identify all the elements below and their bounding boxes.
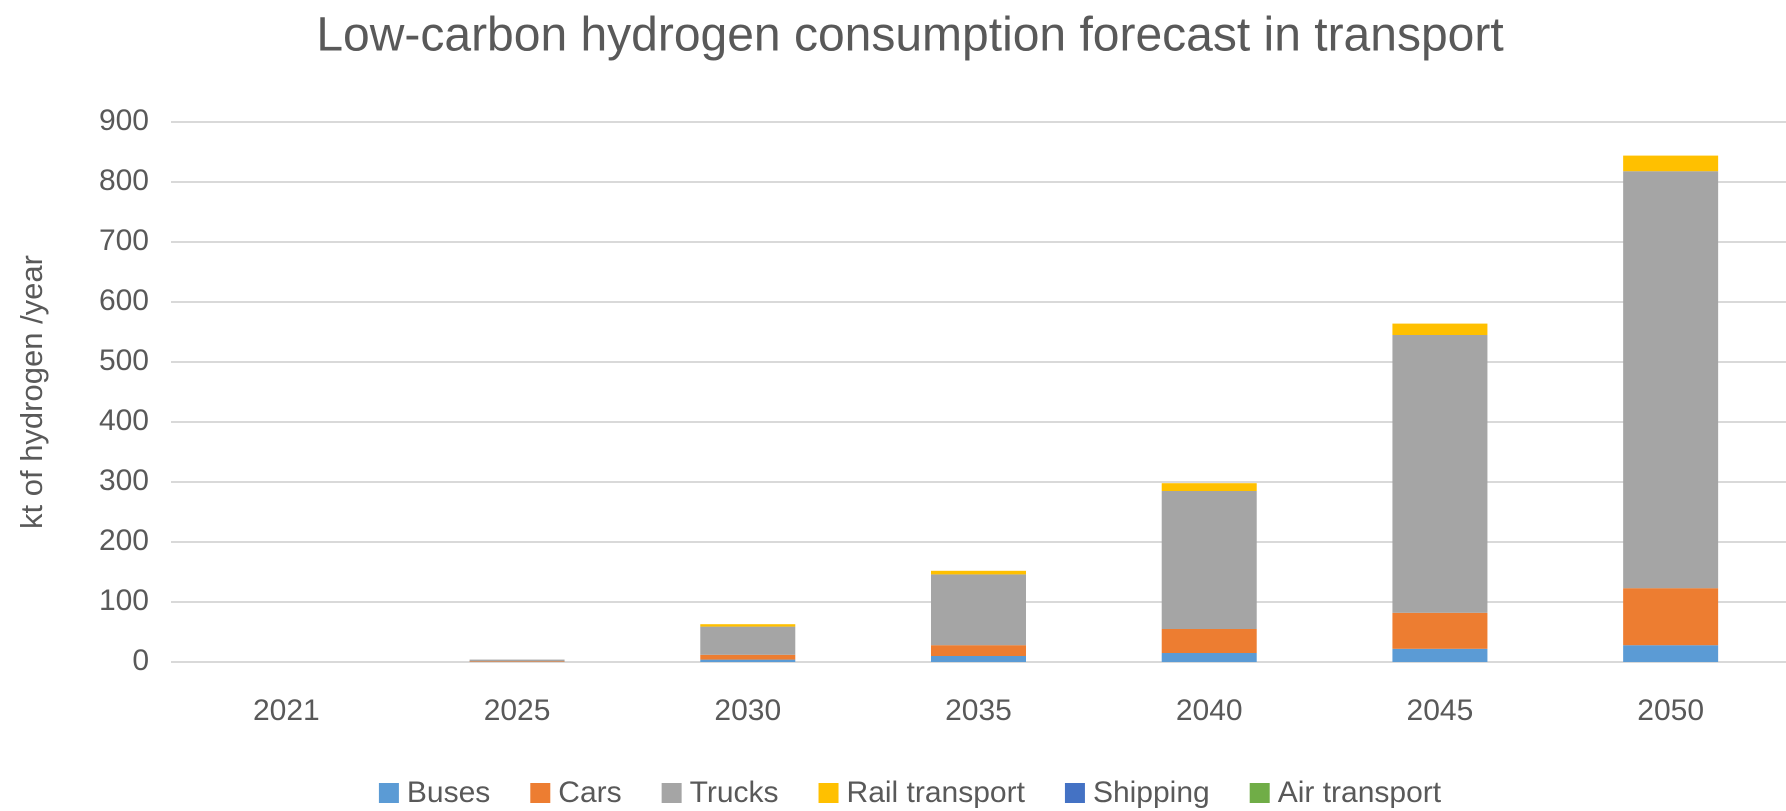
y-tick-label: 300: [99, 464, 149, 497]
bar-segment: [1161, 653, 1257, 662]
x-tick-label: 2050: [1637, 694, 1704, 727]
bar-segment: [1392, 335, 1488, 613]
bar-segment: [1623, 645, 1719, 662]
y-tick-label: 500: [99, 344, 149, 377]
x-tick-label: 2035: [945, 694, 1012, 727]
legend-label: Trucks: [690, 776, 779, 809]
bar-segment: [1161, 491, 1257, 629]
legend-swatch: [530, 783, 551, 803]
bar-segment: [700, 654, 796, 660]
legend-label: Cars: [558, 776, 621, 809]
legend-label: Air transport: [1278, 776, 1442, 809]
x-tick-label: 2040: [1176, 694, 1243, 727]
y-axis-label: kt of hydrogen /year: [14, 255, 49, 529]
bar-segment: [700, 624, 796, 627]
bar-segment: [700, 659, 796, 662]
bar-segment: [1623, 155, 1719, 172]
bar-segment: [1161, 483, 1257, 491]
bar-segment: [469, 659, 565, 662]
y-tick-label: 400: [99, 404, 149, 437]
bar-segment: [931, 645, 1026, 656]
x-tick-label: 2030: [714, 694, 781, 727]
y-tick-label: 800: [99, 164, 149, 197]
legend-swatch: [378, 783, 399, 803]
bar-segment: [931, 656, 1026, 662]
y-tick-label: 700: [99, 224, 149, 257]
y-tick-label: 200: [99, 524, 149, 557]
chart-title: Low-carbon hydrogen consumption forecast…: [316, 9, 1503, 62]
y-tick-label: 600: [99, 284, 149, 317]
y-tick-label: 100: [99, 584, 149, 617]
legend-label: Shipping: [1093, 776, 1210, 809]
legend-swatch: [661, 783, 682, 803]
y-tick-label: 0: [132, 644, 149, 677]
bar-segment: [931, 574, 1026, 646]
bar-segment: [1392, 323, 1488, 335]
x-tick-label: 2021: [253, 694, 320, 727]
y-tick-label: 900: [99, 104, 149, 137]
bar-segment: [1623, 588, 1719, 646]
x-tick-label: 2025: [484, 694, 551, 727]
bar-segment: [1161, 629, 1257, 653]
bar-segment: [469, 661, 565, 662]
legend-label: Buses: [407, 776, 490, 809]
legend-label: Rail transport: [847, 776, 1026, 809]
legend-swatch: [1249, 783, 1270, 803]
bar-segment: [931, 570, 1026, 575]
legend-swatch: [818, 783, 839, 803]
x-tick-label: 2045: [1407, 694, 1474, 727]
bar-segment: [1623, 171, 1719, 589]
bar-segment: [1392, 648, 1488, 662]
bar-segment: [700, 626, 796, 655]
bar-segment: [1392, 612, 1488, 649]
legend-swatch: [1064, 783, 1085, 803]
